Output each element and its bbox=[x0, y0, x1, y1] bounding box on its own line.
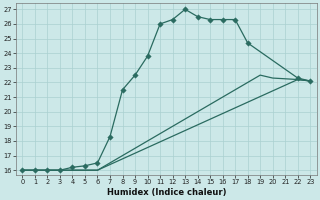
X-axis label: Humidex (Indice chaleur): Humidex (Indice chaleur) bbox=[107, 188, 226, 197]
